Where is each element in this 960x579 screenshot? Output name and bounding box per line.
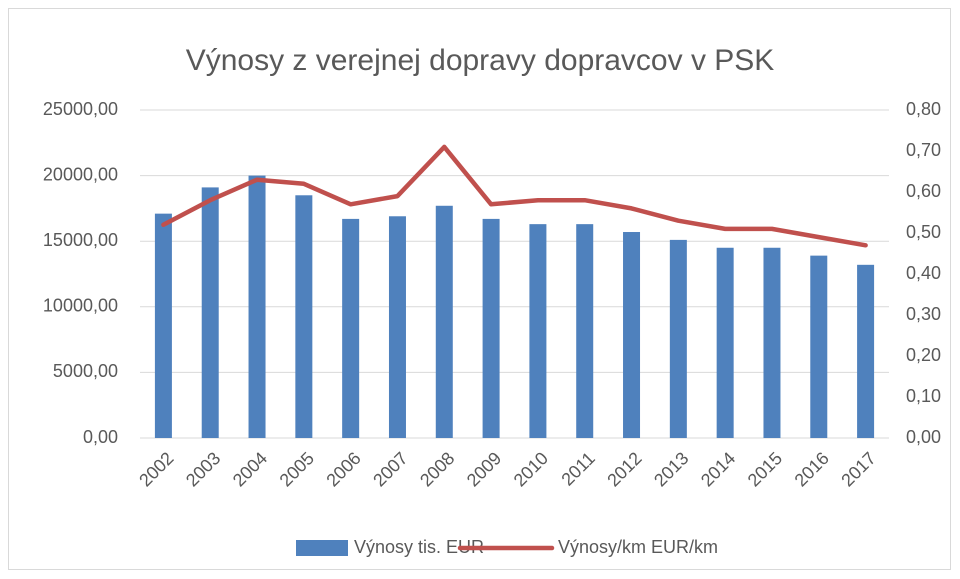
bar (669, 239, 687, 438)
y2-tick-label: 0,50 (906, 222, 941, 242)
chart-title: Výnosy z verejnej dopravy dopravcov v PS… (186, 44, 775, 77)
y2-tick-label: 0,40 (906, 263, 941, 283)
y2-tick-label: 0,20 (906, 345, 941, 365)
bar (763, 247, 781, 438)
bar (388, 216, 406, 438)
y2-tick-label: 0,70 (906, 140, 941, 160)
legend-label: Výnosy tis. EUR (354, 537, 484, 557)
y-tick-label: 5000,00 (53, 361, 118, 381)
line (161, 144, 868, 248)
bar (435, 205, 453, 438)
legend-swatch (296, 540, 348, 556)
y-tick-label: 25000,00 (43, 99, 118, 119)
bar (482, 218, 500, 438)
bar (576, 224, 594, 438)
bar (342, 218, 360, 438)
bar (248, 175, 266, 438)
y2-tick-label: 0,10 (906, 386, 941, 406)
bar (154, 213, 172, 438)
bar (716, 247, 734, 438)
y2-tick-label: 0,80 (906, 99, 941, 119)
bar (529, 224, 547, 438)
bar (295, 195, 313, 438)
y2-tick-label: 0,00 (906, 427, 941, 447)
y2-tick-label: 0,30 (906, 304, 941, 324)
bar (810, 255, 828, 438)
y-tick-label: 15000,00 (43, 230, 118, 250)
y2-tick-label: 0,60 (906, 181, 941, 201)
y-tick-label: 20000,00 (43, 164, 118, 184)
bar (623, 232, 641, 438)
bar (857, 264, 875, 438)
legend-label: Výnosy/km EUR/km (558, 537, 718, 557)
bar (201, 187, 219, 438)
y-tick-label: 0,00 (83, 427, 118, 447)
y-tick-label: 10000,00 (43, 296, 118, 316)
